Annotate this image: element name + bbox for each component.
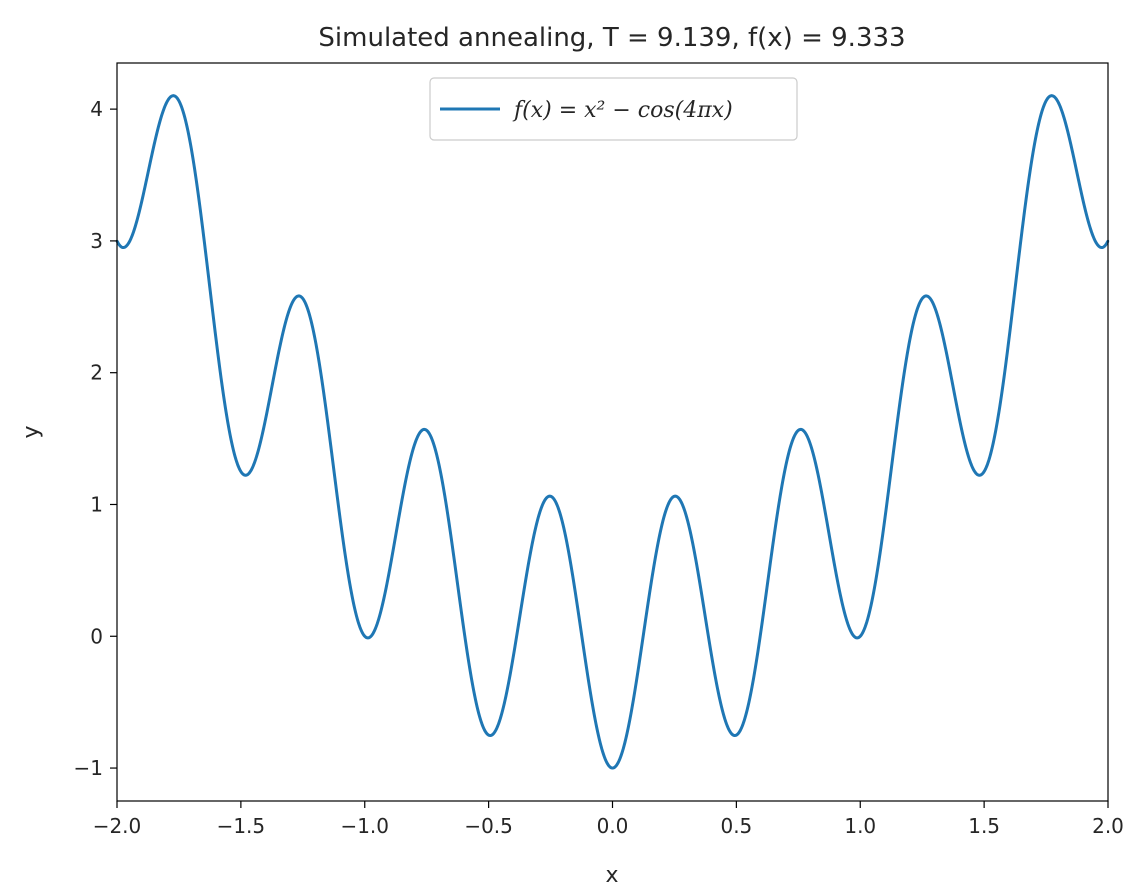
chart-title: Simulated annealing, T = 9.139, f(x) = 9… xyxy=(318,23,905,53)
x-tick-label: 1.5 xyxy=(968,814,1000,838)
data-point xyxy=(239,470,243,473)
y-tick-label: −1 xyxy=(74,756,103,780)
data-point xyxy=(982,470,986,473)
y-tick-label: 0 xyxy=(90,624,103,648)
data-point xyxy=(363,635,366,638)
x-tick-label: 0.5 xyxy=(720,814,752,838)
y-axis-label: y xyxy=(19,425,44,438)
data-point xyxy=(920,297,924,300)
legend-box xyxy=(429,77,798,141)
y-tick-label: 3 xyxy=(90,229,103,253)
data-point xyxy=(301,297,305,300)
x-tick-label: −1.0 xyxy=(340,814,389,838)
data-point xyxy=(487,733,490,737)
data-point xyxy=(797,429,800,432)
x-tick-label: −1.5 xyxy=(217,814,266,838)
y-axis-ticks: −1 0 1 2 3 4 xyxy=(74,97,117,780)
x-tick-label: −2.0 xyxy=(93,814,142,838)
x-tick-label: 0.0 xyxy=(597,814,629,838)
y-tick-label: 2 xyxy=(90,361,103,385)
plot-area xyxy=(117,63,1108,801)
data-point xyxy=(735,733,738,737)
data-point xyxy=(1044,99,1048,103)
y-tick-label: 4 xyxy=(90,97,103,121)
y-tick-label: 1 xyxy=(90,492,103,516)
x-axis-ticks: −2.0 −1.5 −1.0 −0.5 0.0 0.5 1.0 1.5 2.0 xyxy=(93,801,1124,838)
data-point xyxy=(859,635,862,638)
x-axis-label: x xyxy=(605,863,618,888)
data-point xyxy=(177,99,181,103)
data-point xyxy=(673,495,676,498)
x-tick-label: −0.5 xyxy=(464,814,513,838)
legend-label: f(x) = x² − cos(4πx) xyxy=(512,98,733,123)
data-point xyxy=(425,429,428,432)
data-point xyxy=(611,766,614,770)
x-tick-label: 1.0 xyxy=(844,814,876,838)
x-tick-label: 2.0 xyxy=(1092,814,1124,838)
legend: f(x) = x² − cos(4πx) xyxy=(429,77,798,141)
data-point xyxy=(549,495,552,498)
